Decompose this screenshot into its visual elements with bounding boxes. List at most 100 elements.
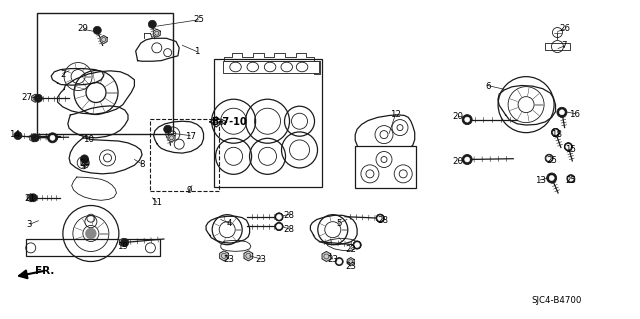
Text: 21: 21	[24, 194, 35, 203]
Polygon shape	[220, 251, 228, 261]
Circle shape	[276, 214, 282, 219]
Circle shape	[547, 173, 557, 183]
Text: SJC4-B4700: SJC4-B4700	[532, 296, 582, 305]
Text: 13: 13	[534, 176, 546, 185]
Polygon shape	[100, 35, 107, 44]
Circle shape	[564, 143, 572, 151]
Polygon shape	[154, 29, 160, 37]
Text: 25: 25	[193, 15, 204, 24]
Circle shape	[463, 155, 471, 164]
Bar	[37, 13, 173, 134]
Circle shape	[462, 115, 472, 125]
Circle shape	[93, 26, 101, 34]
Circle shape	[164, 125, 172, 133]
Circle shape	[376, 214, 384, 222]
Text: 28: 28	[284, 211, 295, 219]
Circle shape	[548, 174, 556, 182]
Ellipse shape	[296, 62, 308, 72]
Circle shape	[558, 108, 566, 116]
Polygon shape	[81, 159, 88, 167]
Circle shape	[378, 216, 383, 221]
Text: 25: 25	[546, 156, 557, 165]
Circle shape	[81, 155, 88, 163]
Text: 15: 15	[565, 145, 577, 154]
Circle shape	[276, 224, 282, 229]
Circle shape	[35, 94, 42, 102]
Bar	[223, 61, 319, 73]
Bar	[150, 119, 219, 191]
Circle shape	[275, 213, 283, 221]
Circle shape	[275, 222, 283, 231]
Circle shape	[553, 130, 558, 135]
Text: 24: 24	[79, 160, 90, 168]
Text: 23: 23	[345, 262, 356, 271]
Text: 8: 8	[140, 160, 145, 169]
Circle shape	[47, 133, 58, 143]
Circle shape	[463, 115, 471, 124]
Text: 20: 20	[452, 112, 464, 121]
Text: 11: 11	[151, 198, 163, 207]
Circle shape	[566, 144, 571, 149]
Text: 28: 28	[284, 225, 295, 234]
Text: 16: 16	[569, 110, 580, 119]
Text: 4: 4	[227, 219, 232, 228]
Text: 1: 1	[195, 47, 200, 56]
Circle shape	[275, 222, 283, 231]
Circle shape	[353, 241, 361, 249]
Ellipse shape	[281, 62, 292, 72]
Polygon shape	[322, 251, 331, 262]
Text: 14: 14	[8, 130, 20, 139]
Ellipse shape	[264, 62, 276, 72]
Circle shape	[148, 20, 156, 28]
Circle shape	[549, 175, 554, 181]
Circle shape	[557, 107, 567, 117]
Circle shape	[559, 110, 564, 115]
Text: 9: 9	[186, 186, 191, 195]
Text: 3: 3	[27, 220, 32, 229]
Circle shape	[355, 242, 360, 248]
Circle shape	[121, 238, 129, 247]
Circle shape	[564, 143, 572, 151]
Text: 7: 7	[562, 41, 567, 50]
Circle shape	[275, 213, 283, 221]
Bar	[545, 43, 570, 50]
Polygon shape	[32, 94, 38, 102]
Circle shape	[337, 259, 342, 264]
Circle shape	[353, 241, 361, 249]
Text: FR.: FR.	[35, 265, 54, 276]
Text: 23: 23	[223, 255, 235, 264]
Circle shape	[14, 131, 22, 140]
Ellipse shape	[247, 62, 259, 72]
Circle shape	[568, 176, 573, 181]
Text: 25: 25	[565, 176, 577, 185]
Circle shape	[50, 135, 55, 140]
Circle shape	[465, 117, 470, 122]
Bar	[214, 59, 322, 187]
Bar	[355, 146, 416, 188]
Text: 28: 28	[377, 216, 388, 225]
Circle shape	[86, 228, 96, 239]
Ellipse shape	[230, 62, 241, 72]
Circle shape	[29, 194, 37, 202]
Polygon shape	[120, 238, 126, 247]
Polygon shape	[168, 134, 175, 142]
Circle shape	[567, 174, 575, 183]
Text: 19: 19	[118, 242, 128, 251]
Text: 27: 27	[21, 93, 33, 102]
Circle shape	[462, 154, 472, 165]
Circle shape	[335, 257, 343, 266]
Text: 12: 12	[390, 110, 401, 119]
Circle shape	[545, 154, 553, 162]
Text: 22: 22	[345, 245, 356, 254]
Text: 20: 20	[452, 157, 464, 166]
Circle shape	[31, 134, 39, 142]
Circle shape	[465, 157, 470, 162]
Circle shape	[552, 128, 559, 137]
Circle shape	[547, 156, 552, 161]
Text: 6: 6	[485, 82, 490, 91]
Text: 5: 5	[337, 219, 342, 228]
Polygon shape	[348, 257, 354, 266]
Polygon shape	[30, 134, 36, 142]
Text: 17: 17	[184, 132, 196, 141]
Text: 10: 10	[83, 135, 94, 144]
